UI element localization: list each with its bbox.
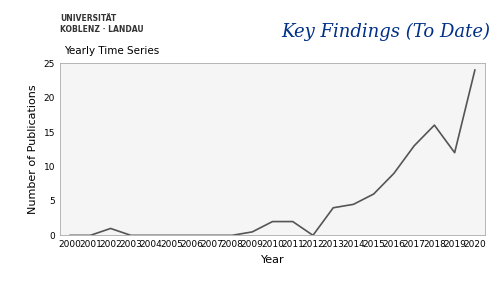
Text: Key Findings (To Date): Key Findings (To Date) — [281, 23, 490, 41]
Text: Yearly Time Series: Yearly Time Series — [64, 46, 160, 56]
Text: UNIVERSITÄT
KOBLENZ · LANDAU: UNIVERSITÄT KOBLENZ · LANDAU — [60, 14, 144, 34]
X-axis label: Year: Year — [260, 255, 284, 265]
Y-axis label: Number of Publications: Number of Publications — [28, 84, 38, 214]
